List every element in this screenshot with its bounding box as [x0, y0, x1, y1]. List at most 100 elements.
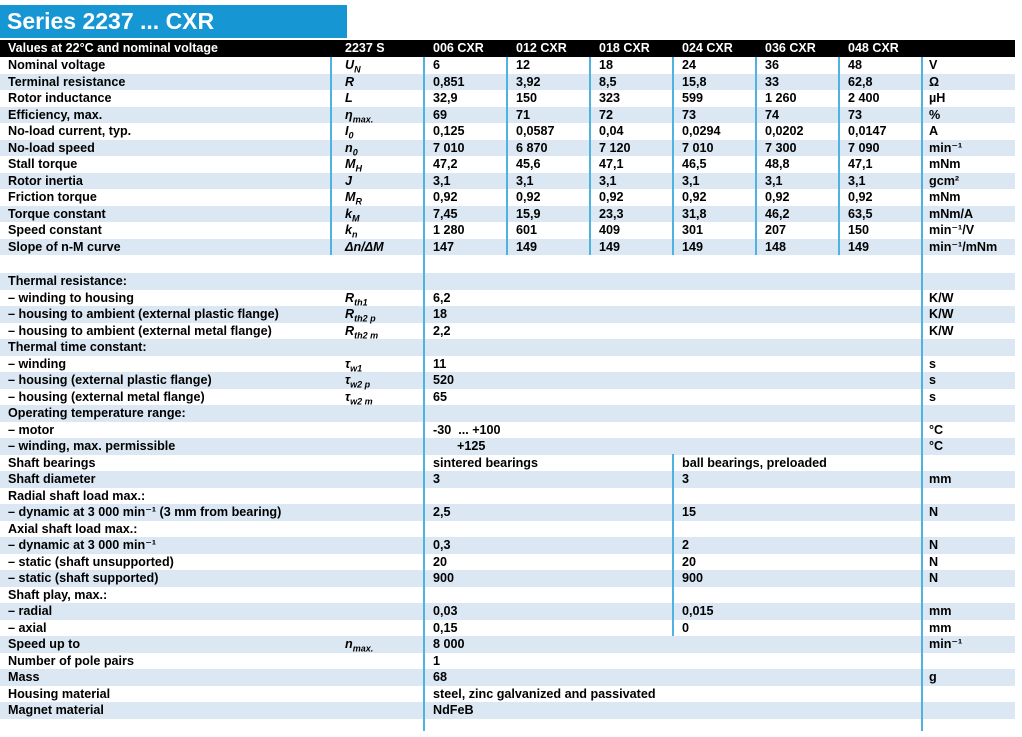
value-cell: 301 — [682, 223, 704, 237]
column-divider-5 — [838, 57, 840, 255]
row-label: Shaft play, max.: — [8, 587, 108, 602]
row-symbol: Rth2 p — [345, 307, 376, 324]
unit-cell: K/W — [929, 290, 954, 305]
unit-cell: mm — [929, 620, 952, 635]
value-cell: 1 — [433, 653, 441, 668]
value-cell: 0,04 — [599, 124, 624, 138]
table-row: Stall torque MH 47,2 45,6 47,1 46,5 48,8 47,1 mN… — [0, 156, 1015, 173]
value-cell: 1 280 — [433, 223, 465, 237]
value-cell: 36 — [765, 58, 780, 72]
value-cell: 900 — [682, 571, 704, 585]
row-symbol: kM — [345, 206, 360, 224]
column-divider-symbol — [330, 57, 332, 255]
value-cell: 0,92 — [848, 190, 873, 204]
value-cell: 3,1 — [848, 173, 866, 188]
unit-cell: s — [929, 373, 937, 387]
value-cell: 3,92 — [516, 74, 541, 89]
header-conditions-label: Values at 22°C and nominal voltage — [8, 41, 218, 55]
value-cell: 7 300 — [765, 140, 797, 155]
value-cell: 149 — [599, 239, 621, 254]
unit-cell: N — [929, 554, 939, 569]
row-label: No-load current, typ. — [8, 124, 132, 138]
table-row: Thermal resistance: — [0, 273, 1015, 290]
value-cell: 7,45 — [433, 206, 458, 221]
series-title-bar: Series 2237 ... CXR — [0, 5, 347, 38]
value-cell: 18 — [433, 307, 448, 321]
value-cell: 12 — [516, 58, 531, 72]
row-symbol: R — [345, 74, 355, 89]
value-cell: 46,2 — [765, 206, 790, 221]
value-cell: 150 — [848, 223, 870, 237]
row-label: – housing to ambient (external metal fla… — [8, 323, 272, 338]
value-cell: 0,851 — [433, 74, 465, 89]
row-label: Speed up to — [8, 637, 81, 651]
table-row: Number of pole pairs 1 — [0, 653, 1015, 670]
value-cell: 48 — [848, 58, 863, 72]
value-cell: steel, zinc galvanized and passivated — [433, 686, 656, 701]
table-row: Speed up to nmax. 8 000 min⁻¹ — [0, 636, 1015, 653]
value-cell: 20 — [682, 554, 697, 569]
value-cell: 31,8 — [682, 206, 707, 221]
table-row: – dynamic at 3 000 min⁻¹ (3 mm from bear… — [0, 504, 1015, 521]
table-row: – static (shaft supported) 900 900 N — [0, 570, 1015, 587]
value-cell: 0,15 — [433, 620, 458, 635]
row-label: – winding, max. permissible — [8, 439, 176, 453]
table-row: Rotor inductance L 32,9 150 323 599 1 260 2 400… — [0, 90, 1015, 107]
value-cell: 3 — [682, 472, 690, 486]
table-row: – motor -30 ... +100 °C — [0, 422, 1015, 439]
row-label: – winding — [8, 356, 67, 371]
row-label: Thermal time constant: — [8, 340, 147, 354]
value-cell: 11 — [433, 356, 447, 371]
table-row: – housing to ambient (external metal fla… — [0, 323, 1015, 340]
row-label: – housing to ambient (external plastic f… — [8, 307, 279, 321]
row-label: Number of pole pairs — [8, 653, 134, 668]
unit-cell: min⁻¹/V — [929, 223, 975, 237]
row-label: – winding to housing — [8, 290, 134, 305]
row-symbol: τw1 — [345, 356, 363, 374]
table-row: Housing material steel, zinc galvanized a… — [0, 686, 1015, 703]
value-cell: 15,8 — [682, 74, 707, 89]
table-row: Shaft bearings sintered bearings ball bear… — [0, 455, 1015, 472]
row-label: Terminal resistance — [8, 74, 126, 89]
row-label: Magnet material — [8, 703, 104, 717]
table-row: – dynamic at 3 000 min⁻¹ 0,3 2 N — [0, 537, 1015, 554]
column-divider-units — [921, 57, 923, 731]
value-cell: 72 — [599, 107, 614, 122]
value-cell: ball bearings, preloaded — [682, 455, 827, 470]
row-symbol: Rth2 m — [345, 323, 379, 341]
unit-cell: min⁻¹ — [929, 140, 963, 155]
value-cell: 3,1 — [765, 173, 783, 188]
unit-cell: mNm — [929, 157, 961, 171]
value-cell: 65 — [433, 389, 448, 404]
row-symbol: I0 — [345, 124, 354, 141]
row-label: – motor — [8, 422, 55, 437]
value-cell: 147 — [433, 239, 455, 254]
table-row: – housing (external metal flange) τw2 m 65… — [0, 389, 1015, 406]
value-cell: 3,1 — [516, 173, 534, 188]
table-row: Magnet material NdFeB — [0, 702, 1015, 719]
unit-cell: mm — [929, 604, 952, 618]
spacer-row — [0, 255, 1015, 273]
table-row: Thermal time constant: — [0, 339, 1015, 356]
value-cell: 32,9 — [433, 91, 458, 105]
row-label: Mass — [8, 670, 40, 684]
header-variant-column: 012 CXR — [516, 41, 567, 55]
table-row: No-load current, typ. I0 0,125 0,0587 0,04 0,… — [0, 123, 1015, 140]
row-symbol: kn — [345, 223, 358, 240]
value-cell: 0,0587 — [516, 124, 555, 138]
unit-cell: N — [929, 505, 939, 519]
value-cell: 3 — [433, 472, 441, 486]
unit-cell: % — [929, 107, 941, 122]
row-label: Stall torque — [8, 157, 78, 171]
value-cell: 148 — [765, 239, 787, 254]
row-symbol: L — [345, 91, 353, 105]
column-divider-1 — [506, 57, 508, 255]
row-label: Operating temperature range: — [8, 406, 186, 420]
value-cell: 323 — [599, 91, 621, 105]
value-cell: 7 010 — [682, 140, 714, 155]
column-divider-2 — [589, 57, 591, 255]
row-symbol: J — [345, 173, 353, 188]
row-symbol: MH — [345, 157, 362, 174]
value-cell: 3,1 — [682, 173, 700, 188]
value-cell: 3,1 — [433, 173, 451, 188]
